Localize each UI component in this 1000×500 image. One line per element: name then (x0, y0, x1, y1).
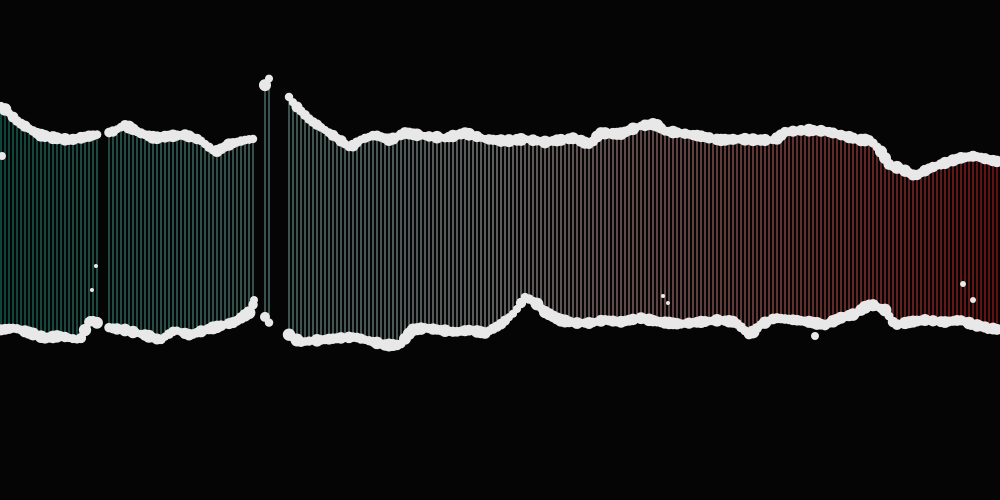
outlier-marker (984, 326, 992, 334)
outlier-marker (811, 332, 819, 340)
outlier-marker (250, 296, 258, 304)
outlier-marker (666, 301, 670, 305)
outlier-marker (970, 297, 976, 303)
upper-marker (248, 134, 258, 144)
outlier-marker (90, 288, 94, 292)
upper-marker (264, 74, 274, 83)
lower-marker (991, 323, 1000, 335)
upper-marker (92, 130, 102, 139)
outlier-marker (94, 264, 98, 268)
outlier-marker (661, 294, 665, 298)
range-markers (0, 74, 1000, 352)
outlier-marker (86, 316, 94, 324)
lower-marker (78, 323, 92, 337)
outlier-marker (960, 281, 966, 287)
range-bars (0, 78, 998, 345)
outlier-marker (265, 319, 271, 325)
lower-marker (91, 316, 103, 329)
outlier-marker (0, 152, 6, 160)
outlier-marker (968, 324, 974, 330)
upper-marker (991, 155, 1000, 168)
